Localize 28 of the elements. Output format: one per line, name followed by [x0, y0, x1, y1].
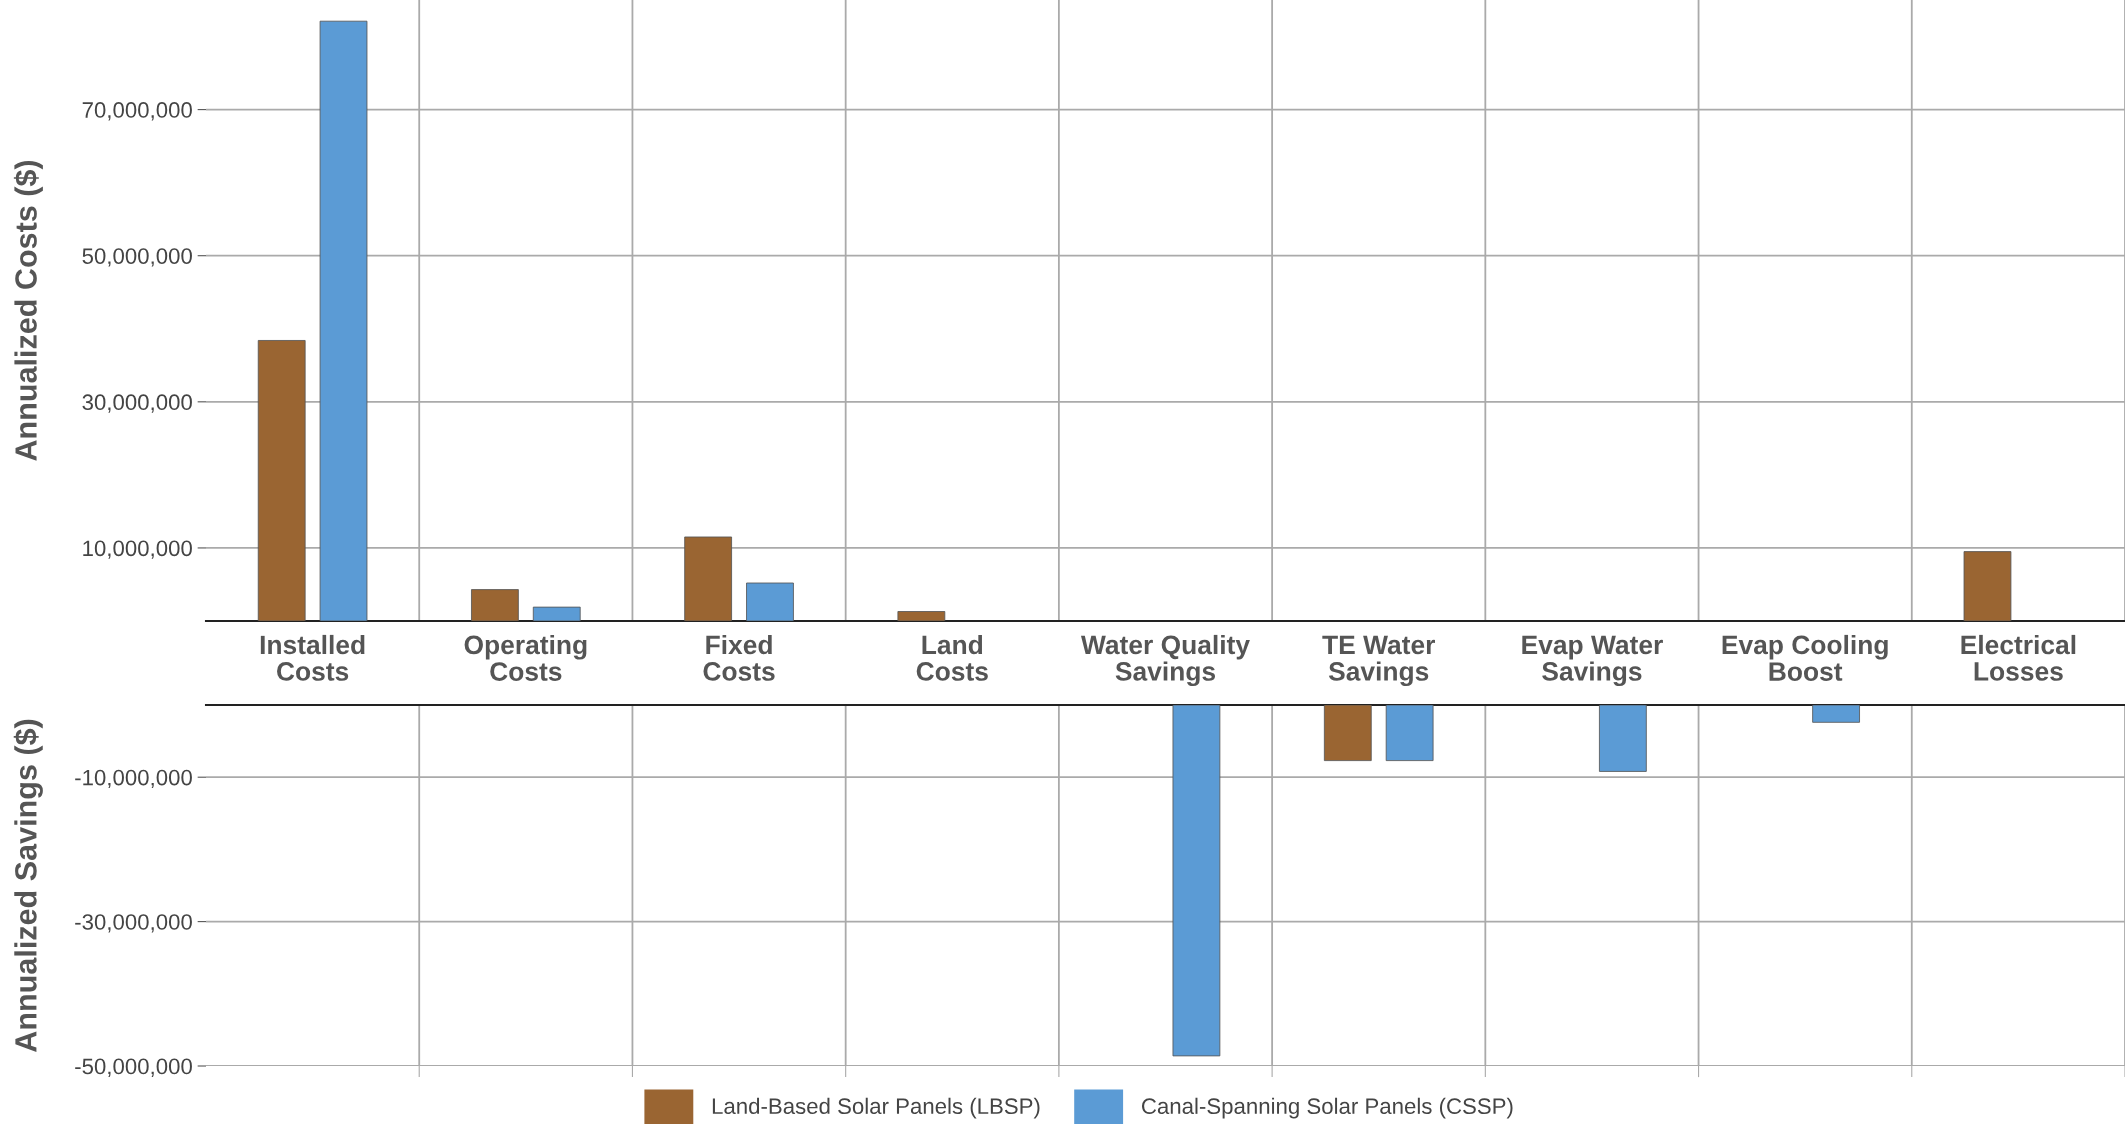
- y-tick-label: 30,000,000: [82, 394, 192, 413]
- x-tick-label: TE Water Savings: [1322, 635, 1436, 687]
- x-tick-label: Installed Costs: [260, 634, 365, 681]
- bar: [746, 582, 794, 621]
- x-tick-label: Evap Cooling Boost: [1722, 634, 1888, 681]
- legend-label: Canal-Spanning Solar Panels (CSSP): [1142, 1097, 1513, 1119]
- x-tick-label: Electrical Losses: [1961, 634, 2076, 681]
- y-tick-label: -10,000,000: [75, 769, 192, 789]
- x-tick-label: Evap Water Savings: [1522, 635, 1663, 687]
- bar: [1963, 551, 2012, 621]
- y-axis-title: Annualized Savings ($): [13, 719, 43, 1052]
- bar: [684, 536, 733, 621]
- bar: [897, 611, 946, 621]
- legend-label: Land-Based Solar Panels (LBSP): [712, 1097, 1040, 1119]
- x-tick-label: Land Costs: [916, 634, 988, 681]
- y-axis-title: Annualized Costs ($): [13, 160, 43, 461]
- bar: [319, 20, 368, 621]
- y-tick-label: -30,000,000: [75, 914, 192, 933]
- y-tick-label: 10,000,000: [83, 540, 192, 559]
- y-tick-label: 70,000,000: [82, 102, 192, 121]
- y-tick-label: 50,000,000: [82, 248, 192, 267]
- x-tick-label: Water Quality Savings: [1080, 634, 1250, 687]
- bar: [257, 340, 306, 621]
- x-tick-label: Operating Costs: [464, 634, 587, 681]
- y-tick-label: -50,000,000: [75, 1058, 192, 1077]
- bar: [532, 606, 581, 621]
- bar: [471, 589, 519, 621]
- x-tick-label: Fixed Costs: [703, 634, 775, 681]
